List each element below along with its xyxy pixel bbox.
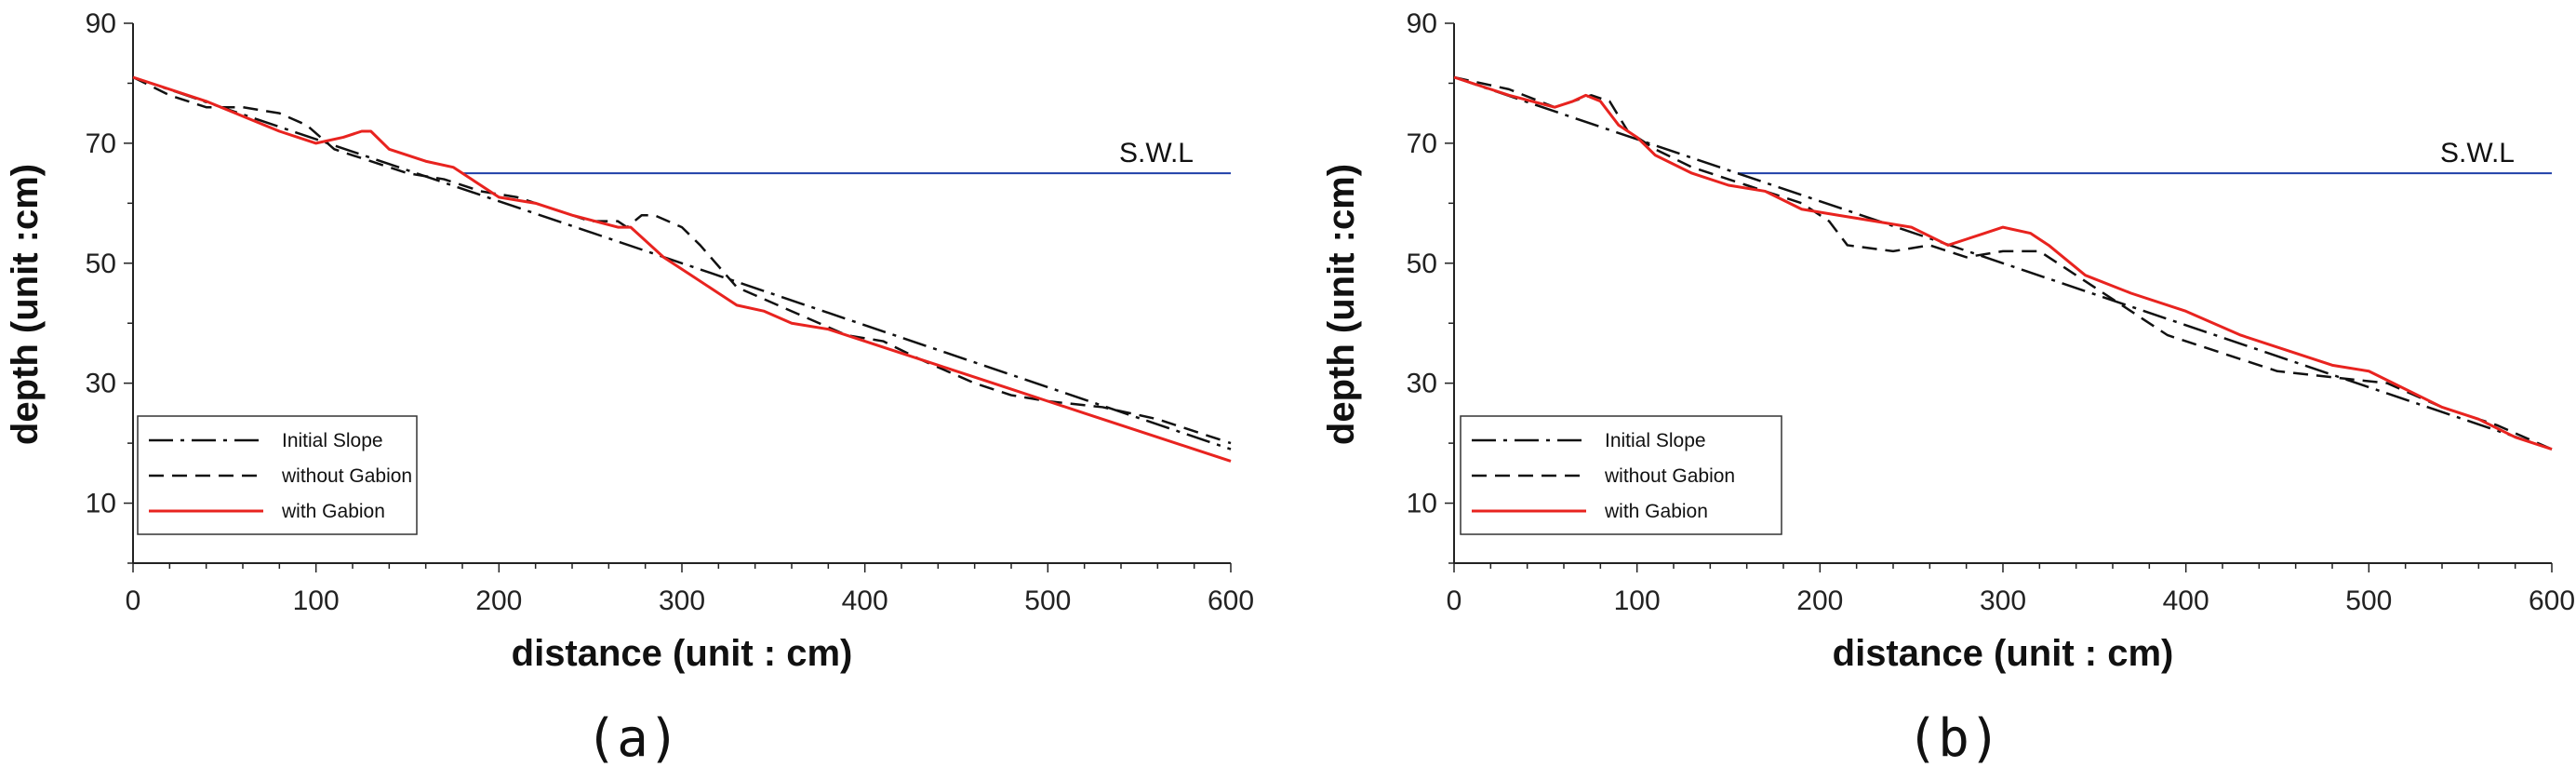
y-tick-label: 10 bbox=[86, 489, 116, 519]
x-tick-label: 400 bbox=[2163, 585, 2209, 616]
y-tick-label: 90 bbox=[86, 8, 116, 39]
panel-label: (b) bbox=[1906, 708, 2000, 767]
x-tick-label: 500 bbox=[2345, 585, 2392, 616]
x-tick-label: 0 bbox=[126, 585, 141, 616]
x-tick-label: 100 bbox=[293, 585, 340, 616]
legend-label: with Gabion bbox=[281, 501, 385, 522]
legend-label: Initial Slope bbox=[1605, 430, 1706, 451]
x-tick-label: 400 bbox=[842, 585, 888, 616]
x-tick-label: 600 bbox=[2529, 585, 2575, 616]
y-tick-label: 50 bbox=[1407, 249, 1437, 279]
series-line-with-gabion bbox=[1453, 75, 2553, 451]
chart-panel-a: 10 30 50 70 90 0 100 200 300 400 500 600 distance (u… bbox=[5, 8, 1254, 767]
series-line-without-gabion bbox=[1453, 75, 2553, 451]
legend: Initial Slope without Gabion with Gabion bbox=[1460, 415, 1782, 535]
x-axis-title: distance (unit : cm) bbox=[512, 633, 853, 674]
x-tick-label: 500 bbox=[1024, 585, 1071, 616]
legend-label: with Gabion bbox=[1604, 501, 1708, 522]
y-axis-title: depth (unit :cm) bbox=[1321, 164, 1362, 445]
legend-label: Initial Slope bbox=[282, 430, 383, 451]
series-line-with-gabion bbox=[132, 75, 1232, 463]
y-axis-title: depth (unit :cm) bbox=[5, 164, 46, 445]
legend-box bbox=[1460, 415, 1782, 535]
swl-label: S.W.L bbox=[2440, 138, 2515, 168]
x-axis-title: distance (unit : cm) bbox=[1833, 633, 2174, 674]
legend-label: without Gabion bbox=[281, 465, 412, 487]
y-tick-label: 90 bbox=[1407, 8, 1437, 39]
y-tick-label: 10 bbox=[1407, 489, 1437, 519]
legend: Initial Slope without Gabion with Gabion bbox=[137, 415, 418, 535]
legend-label: without Gabion bbox=[1604, 465, 1735, 487]
x-tick-label: 300 bbox=[1980, 585, 2026, 616]
series-line-initial-slope bbox=[132, 75, 1232, 451]
y-tick-label: 30 bbox=[1407, 369, 1437, 399]
chart-panel-b: 10 30 50 70 90 0 100 200 300 400 500 600 distance (u… bbox=[1321, 8, 2575, 767]
y-tick-label: 30 bbox=[86, 369, 116, 399]
x-tick-label: 100 bbox=[1614, 585, 1661, 616]
series-line-initial-slope bbox=[1453, 75, 2553, 451]
y-tick-label: 50 bbox=[86, 249, 116, 279]
y-tick-label: 70 bbox=[1407, 128, 1437, 159]
swl-label: S.W.L bbox=[1119, 138, 1194, 168]
x-tick-label: 0 bbox=[1447, 585, 1462, 616]
x-tick-label: 300 bbox=[659, 585, 705, 616]
panel-label: (a) bbox=[585, 708, 679, 767]
x-tick-label: 200 bbox=[1796, 585, 1843, 616]
x-tick-label: 600 bbox=[1208, 585, 1254, 616]
y-tick-label: 70 bbox=[86, 128, 116, 159]
x-tick-label: 200 bbox=[475, 585, 522, 616]
